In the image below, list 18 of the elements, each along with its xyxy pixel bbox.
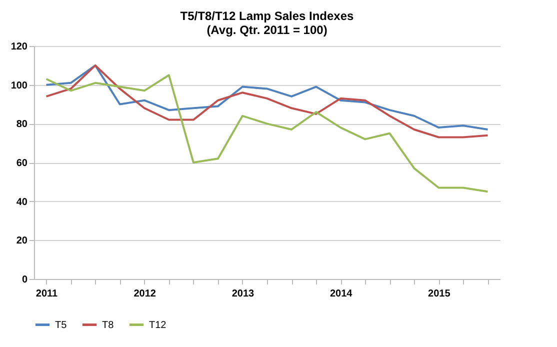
- y-tick-label: 120: [10, 42, 28, 52]
- legend-label: T12: [149, 320, 167, 331]
- y-tick-label: 80: [16, 119, 28, 130]
- y-tick-label: 20: [16, 236, 28, 247]
- text: (Avg. Qtr. 2011 = 100): [206, 23, 328, 37]
- legend-label: T8: [102, 320, 114, 331]
- x-tick-label: 2011: [36, 288, 58, 300]
- x-tick-label: 2012: [134, 288, 156, 300]
- x-tick-label: 2013: [232, 288, 255, 300]
- legend-label: T5: [55, 320, 68, 331]
- y-tick-label: 0: [22, 274, 28, 286]
- x-tick-label: 2015: [428, 288, 451, 300]
- y-tick-label: 60: [16, 158, 28, 169]
- y-tick-label: 100: [10, 80, 28, 92]
- y-tick-label: 40: [16, 196, 28, 208]
- line-series: [45, 74, 489, 193]
- x-tick-label: 2014: [330, 288, 353, 300]
- text: T5/T8/T12 Lamp Sales Indexes: [180, 9, 354, 23]
